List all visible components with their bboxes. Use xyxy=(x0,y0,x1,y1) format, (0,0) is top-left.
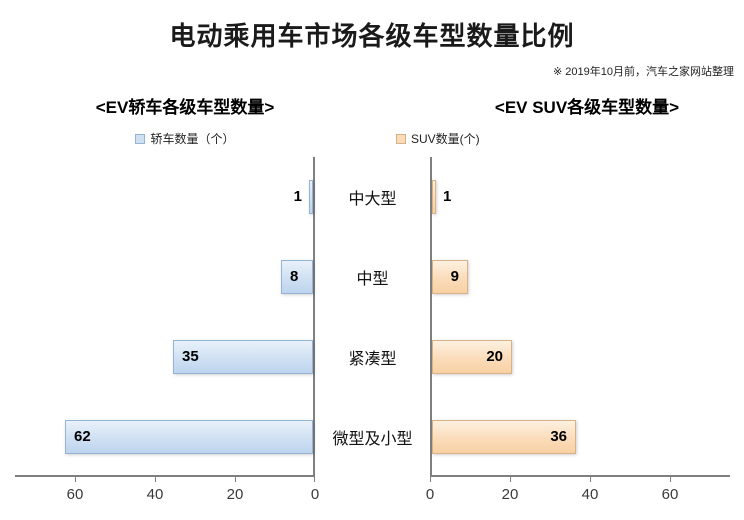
sedan-bar-value: 1 xyxy=(293,188,302,205)
suv-chart-subtitle: <EV SUV各级车型数量> xyxy=(494,98,680,117)
chart-area: 1 8 35 62 中大型中型紧凑型微型及小型 1 9 20 36 xyxy=(15,157,730,477)
sedan-legend-swatch-icon xyxy=(135,133,146,144)
sedan-bar xyxy=(281,260,313,294)
suv-axis-tick xyxy=(510,477,511,482)
axis-row: 60 40 20 0 0 20 40 60 xyxy=(15,477,730,517)
suv-bar xyxy=(432,340,512,374)
suv-bar-row: 1 xyxy=(432,157,730,237)
legend-row: 轿车数量（个） SUV数量(个) xyxy=(0,130,744,147)
suv-bar xyxy=(432,260,468,294)
suv-legend-label: SUV数量(个) xyxy=(411,132,480,146)
suv-bar-value: 36 xyxy=(550,428,567,445)
sedan-axis-tick-label: 20 xyxy=(226,486,244,503)
suv-axis-tick-label: 40 xyxy=(581,486,599,503)
sedan-bar-value: 8 xyxy=(290,268,299,285)
sedan-axis-tick-label: 60 xyxy=(66,486,84,503)
suv-bar xyxy=(432,180,436,214)
sedan-axis-tick xyxy=(314,477,315,482)
suv-axis-tick xyxy=(430,477,431,482)
sedan-chart-subtitle: <EV轿车各级车型数量> xyxy=(95,98,275,117)
suv-bar-row: 20 xyxy=(432,317,730,397)
sedan-axis-tick xyxy=(75,477,76,482)
category-label: 中型 xyxy=(356,271,389,288)
sedan-x-axis: 60 40 20 0 xyxy=(15,477,319,517)
suv-axis-tick-label: 0 xyxy=(425,486,435,503)
suv-bar xyxy=(432,420,576,454)
suv-axis-tick-label: 60 xyxy=(661,486,679,503)
subtitle-row: <EV轿车各级车型数量> <EV SUV各级车型数量> xyxy=(0,93,744,118)
sedan-bar-row: 62 xyxy=(15,397,313,477)
category-label: 微型及小型 xyxy=(332,431,413,448)
suv-legend: SUV数量(个) xyxy=(370,130,744,147)
suv-bar-value: 9 xyxy=(450,268,459,285)
suv-bar-row: 36 xyxy=(432,397,730,477)
sedan-axis-tick-label: 0 xyxy=(310,486,320,503)
sedan-legend-label: 轿车数量（个） xyxy=(150,132,235,146)
category-label: 中大型 xyxy=(348,191,397,208)
sedan-bar-value: 62 xyxy=(74,428,91,445)
suv-bar-row: 9 xyxy=(432,237,730,317)
sedan-bar xyxy=(309,180,313,214)
sedan-bar-row: 8 xyxy=(15,237,313,317)
category-label-column: 中大型中型紧凑型微型及小型 xyxy=(315,157,430,477)
sedan-bar-value: 35 xyxy=(182,348,199,365)
sedan-legend: 轿车数量（个） xyxy=(0,130,370,147)
suv-plot: 1 9 20 36 xyxy=(430,157,730,477)
subtitle-spacer xyxy=(370,93,430,118)
suv-bar-value: 1 xyxy=(443,188,452,205)
chart-title: 电动乘用车市场各级车型数量比例 xyxy=(169,21,575,51)
source-note: ※ 2019年10月前，汽车之家网站整理 xyxy=(553,66,734,78)
suv-axis-tick-label: 20 xyxy=(501,486,519,503)
sedan-axis-tick xyxy=(155,477,156,482)
sedan-axis-tick-label: 40 xyxy=(146,486,164,503)
suv-bar-value: 20 xyxy=(486,348,503,365)
sedan-bar-row: 35 xyxy=(15,317,313,397)
sedan-axis-tick xyxy=(235,477,236,482)
sedan-bar-row: 1 xyxy=(15,157,313,237)
category-label: 紧凑型 xyxy=(348,351,397,368)
suv-axis-tick xyxy=(670,477,671,482)
sedan-bar xyxy=(65,420,313,454)
suv-axis-tick xyxy=(590,477,591,482)
suv-legend-swatch-icon xyxy=(396,133,406,144)
sedan-plot: 1 8 35 62 xyxy=(15,157,315,477)
suv-x-axis: 0 20 40 60 xyxy=(426,477,730,517)
sedan-bar xyxy=(173,340,313,374)
